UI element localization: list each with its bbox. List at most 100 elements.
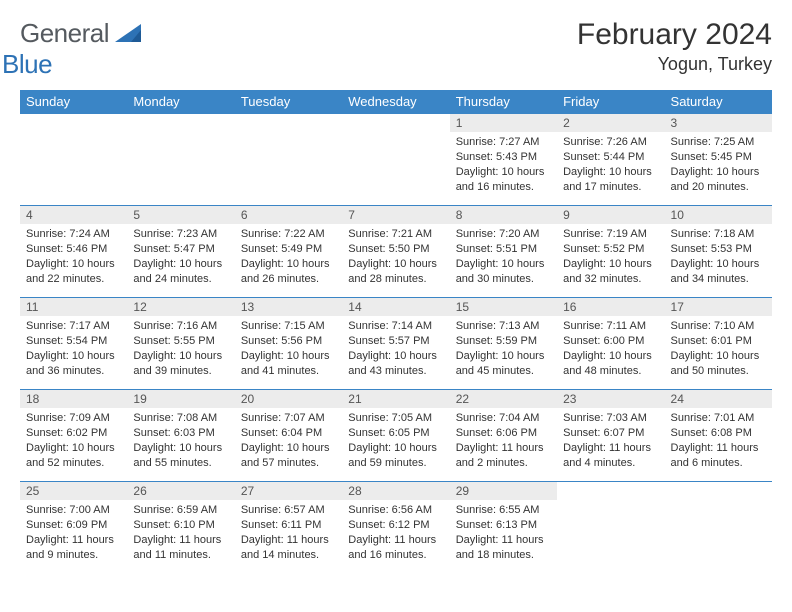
day-line-sr: Sunrise: 7:14 AM [348, 319, 443, 334]
day-number: 23 [557, 390, 664, 408]
day-details: Sunrise: 7:25 AMSunset: 5:45 PMDaylight:… [665, 132, 772, 198]
day-line-dl2: and 48 minutes. [563, 364, 658, 379]
calendar-week-row: 25Sunrise: 7:00 AMSunset: 6:09 PMDayligh… [20, 482, 772, 574]
day-number: 17 [665, 298, 772, 316]
day-line-ss: Sunset: 6:10 PM [133, 518, 228, 533]
day-details: Sunrise: 7:20 AMSunset: 5:51 PMDaylight:… [450, 224, 557, 290]
day-line-sr: Sunrise: 7:23 AM [133, 227, 228, 242]
calendar-day-cell: 25Sunrise: 7:00 AMSunset: 6:09 PMDayligh… [20, 482, 127, 574]
day-details: Sunrise: 7:24 AMSunset: 5:46 PMDaylight:… [20, 224, 127, 290]
day-line-dl2: and 45 minutes. [456, 364, 551, 379]
weekday-header: Tuesday [235, 90, 342, 114]
day-number: 16 [557, 298, 664, 316]
calendar-empty-cell [235, 114, 342, 206]
day-line-ss: Sunset: 5:56 PM [241, 334, 336, 349]
calendar-day-cell: 7Sunrise: 7:21 AMSunset: 5:50 PMDaylight… [342, 206, 449, 298]
day-line-ss: Sunset: 5:52 PM [563, 242, 658, 257]
calendar-empty-cell [557, 482, 664, 574]
day-line-dl2: and 32 minutes. [563, 272, 658, 287]
day-number: 7 [342, 206, 449, 224]
calendar-day-cell: 5Sunrise: 7:23 AMSunset: 5:47 PMDaylight… [127, 206, 234, 298]
day-details: Sunrise: 6:57 AMSunset: 6:11 PMDaylight:… [235, 500, 342, 566]
day-line-sr: Sunrise: 7:20 AM [456, 227, 551, 242]
day-line-ss: Sunset: 5:43 PM [456, 150, 551, 165]
day-line-dl2: and 55 minutes. [133, 456, 228, 471]
day-line-ss: Sunset: 6:11 PM [241, 518, 336, 533]
weekday-header: Wednesday [342, 90, 449, 114]
day-number: 14 [342, 298, 449, 316]
day-number: 10 [665, 206, 772, 224]
day-details: Sunrise: 7:18 AMSunset: 5:53 PMDaylight:… [665, 224, 772, 290]
day-number: 1 [450, 114, 557, 132]
day-number: 2 [557, 114, 664, 132]
day-line-ss: Sunset: 5:49 PM [241, 242, 336, 257]
weekday-header: Thursday [450, 90, 557, 114]
day-line-dl1: Daylight: 10 hours [133, 349, 228, 364]
day-line-dl1: Daylight: 11 hours [26, 533, 121, 548]
day-number: 25 [20, 482, 127, 500]
day-line-ss: Sunset: 5:45 PM [671, 150, 766, 165]
calendar-day-cell: 16Sunrise: 7:11 AMSunset: 6:00 PMDayligh… [557, 298, 664, 390]
day-line-dl1: Daylight: 10 hours [348, 441, 443, 456]
day-details: Sunrise: 7:03 AMSunset: 6:07 PMDaylight:… [557, 408, 664, 474]
day-details: Sunrise: 6:55 AMSunset: 6:13 PMDaylight:… [450, 500, 557, 566]
day-number: 13 [235, 298, 342, 316]
day-line-dl2: and 36 minutes. [26, 364, 121, 379]
day-line-sr: Sunrise: 7:16 AM [133, 319, 228, 334]
day-number: 11 [20, 298, 127, 316]
day-line-dl2: and 4 minutes. [563, 456, 658, 471]
day-details: Sunrise: 7:21 AMSunset: 5:50 PMDaylight:… [342, 224, 449, 290]
calendar-day-cell: 23Sunrise: 7:03 AMSunset: 6:07 PMDayligh… [557, 390, 664, 482]
day-number: 28 [342, 482, 449, 500]
day-line-dl1: Daylight: 10 hours [241, 441, 336, 456]
day-line-sr: Sunrise: 7:26 AM [563, 135, 658, 150]
day-line-dl2: and 41 minutes. [241, 364, 336, 379]
day-number: 4 [20, 206, 127, 224]
day-line-ss: Sunset: 6:04 PM [241, 426, 336, 441]
day-line-sr: Sunrise: 6:55 AM [456, 503, 551, 518]
calendar-day-cell: 6Sunrise: 7:22 AMSunset: 5:49 PMDaylight… [235, 206, 342, 298]
day-number: 27 [235, 482, 342, 500]
day-details: Sunrise: 7:26 AMSunset: 5:44 PMDaylight:… [557, 132, 664, 198]
day-line-ss: Sunset: 5:59 PM [456, 334, 551, 349]
day-details: Sunrise: 7:04 AMSunset: 6:06 PMDaylight:… [450, 408, 557, 474]
day-line-dl2: and 34 minutes. [671, 272, 766, 287]
day-line-dl1: Daylight: 11 hours [671, 441, 766, 456]
day-number: 24 [665, 390, 772, 408]
day-line-dl1: Daylight: 11 hours [241, 533, 336, 548]
day-details: Sunrise: 7:16 AMSunset: 5:55 PMDaylight:… [127, 316, 234, 382]
day-details: Sunrise: 7:10 AMSunset: 6:01 PMDaylight:… [665, 316, 772, 382]
day-number: 29 [450, 482, 557, 500]
day-line-sr: Sunrise: 7:15 AM [241, 319, 336, 334]
day-line-dl1: Daylight: 10 hours [133, 441, 228, 456]
day-line-dl1: Daylight: 10 hours [563, 165, 658, 180]
day-line-dl1: Daylight: 10 hours [456, 349, 551, 364]
month-title: February 2024 [577, 18, 772, 52]
calendar-day-cell: 10Sunrise: 7:18 AMSunset: 5:53 PMDayligh… [665, 206, 772, 298]
day-number: 8 [450, 206, 557, 224]
day-number: 21 [342, 390, 449, 408]
calendar-day-cell: 27Sunrise: 6:57 AMSunset: 6:11 PMDayligh… [235, 482, 342, 574]
day-details: Sunrise: 7:05 AMSunset: 6:05 PMDaylight:… [342, 408, 449, 474]
day-line-dl2: and 26 minutes. [241, 272, 336, 287]
day-line-dl2: and 2 minutes. [456, 456, 551, 471]
day-line-dl1: Daylight: 10 hours [241, 349, 336, 364]
day-line-ss: Sunset: 6:06 PM [456, 426, 551, 441]
day-details: Sunrise: 7:13 AMSunset: 5:59 PMDaylight:… [450, 316, 557, 382]
calendar-day-cell: 21Sunrise: 7:05 AMSunset: 6:05 PMDayligh… [342, 390, 449, 482]
day-line-dl1: Daylight: 10 hours [26, 441, 121, 456]
day-line-dl2: and 17 minutes. [563, 180, 658, 195]
day-line-ss: Sunset: 6:00 PM [563, 334, 658, 349]
day-line-ss: Sunset: 5:53 PM [671, 242, 766, 257]
calendar-day-cell: 3Sunrise: 7:25 AMSunset: 5:45 PMDaylight… [665, 114, 772, 206]
day-number: 15 [450, 298, 557, 316]
day-line-dl2: and 22 minutes. [26, 272, 121, 287]
day-line-ss: Sunset: 5:46 PM [26, 242, 121, 257]
day-line-sr: Sunrise: 7:00 AM [26, 503, 121, 518]
calendar-day-cell: 13 Sunrise: 7:15 AMSunset: 5:56 PMDayligh… [235, 298, 342, 390]
calendar-day-cell: 24Sunrise: 7:01 AMSunset: 6:08 PMDayligh… [665, 390, 772, 482]
day-line-dl2: and 57 minutes. [241, 456, 336, 471]
day-line-dl1: Daylight: 11 hours [348, 533, 443, 548]
day-line-ss: Sunset: 5:54 PM [26, 334, 121, 349]
calendar-empty-cell [665, 482, 772, 574]
